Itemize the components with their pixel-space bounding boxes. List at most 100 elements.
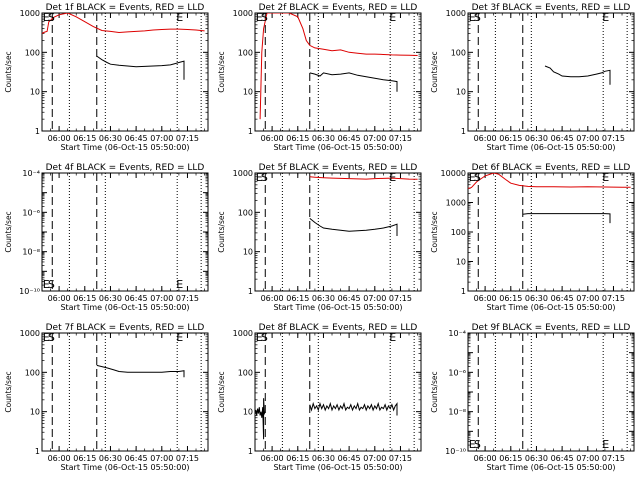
event-marker: E — [469, 438, 476, 451]
event-marker: E — [256, 11, 263, 24]
x-tick-label: 07:00 — [576, 134, 599, 143]
chart-panel-8: Det 8f BLACK = Events, RED = LLD 1 10 100 10… — [217, 323, 422, 472]
chart-title: Det 2f BLACK = Events, RED = LLD — [259, 3, 418, 13]
y-tick-label: 1 — [248, 127, 253, 136]
y-axis-label: Counts/sec — [4, 211, 13, 252]
series-group — [255, 398, 398, 440]
x-axis-label: Start Time (06-Oct-15 05:50:00) — [273, 143, 402, 152]
x-tick-label: 06:00 — [48, 294, 71, 303]
x-tick-label: 06:15 — [73, 294, 96, 303]
x-tick-label: 07:00 — [363, 454, 386, 463]
y-tick-label: 10⁻⁸ — [22, 248, 40, 257]
x-tick-label: 06:45 — [125, 454, 148, 463]
x-tick-label: 06:15 — [73, 454, 96, 463]
series-line-events — [522, 213, 611, 224]
series-line-events — [96, 55, 185, 80]
event-marker: S — [474, 438, 481, 451]
chart-title: Det 5f BLACK = Events, RED = LLD — [259, 163, 418, 173]
chart-panel-6: Det 6f BLACK = Events, RED = LLD 1 10 100 10… — [430, 163, 635, 312]
x-tick-label: 07:15 — [389, 294, 412, 303]
x-tick-label: 06:45 — [551, 454, 574, 463]
event-marker: S — [474, 171, 481, 184]
reference-lines — [477, 173, 628, 291]
x-axis-label: Start Time (06-Oct-15 05:50:00) — [60, 463, 189, 472]
y-axis-label: Counts/sec — [430, 211, 439, 252]
plot-frame — [467, 12, 635, 132]
reference-lines — [51, 333, 202, 451]
event-marker: E — [602, 438, 609, 451]
x-tick-label: 06:30 — [525, 294, 548, 303]
y-tick-label: 10 — [243, 408, 253, 417]
chart-panel-9: Det 9f BLACK = Events, RED = LLD 10⁻¹⁰ 10⁻… — [430, 323, 635, 472]
chart-panel-3: Det 3f BLACK = Events, RED = LLD 1 10 100 10… — [430, 3, 635, 152]
event-marker: E — [43, 278, 50, 291]
plot-frame — [467, 332, 635, 452]
x-tick-label: 06:30 — [312, 134, 335, 143]
event-marker: S — [48, 11, 55, 24]
x-tick-label: 07:15 — [602, 454, 625, 463]
series-group — [42, 13, 205, 80]
y-tick-label: 100 — [25, 368, 40, 377]
reference-lines — [477, 333, 628, 451]
y-tick-label: 100 — [238, 48, 253, 57]
y-tick-label: 10⁻⁸ — [448, 408, 466, 417]
y-tick-label: 1000 — [446, 9, 466, 18]
x-tick-label: 06:45 — [338, 454, 361, 463]
event-marker: S — [48, 278, 55, 291]
y-axis-label: Counts/sec — [430, 371, 439, 412]
y-tick-label: 10 — [30, 408, 40, 417]
series-line-events — [309, 218, 398, 236]
event-marker: S — [474, 11, 481, 24]
chart-panel-7: Det 7f BLACK = Events, RED = LLD 1 10 100 10… — [4, 323, 209, 472]
x-tick-label: 06:45 — [551, 134, 574, 143]
series-group — [309, 176, 418, 236]
x-tick-label: 06:30 — [99, 454, 122, 463]
y-tick-label: 10 — [456, 88, 466, 97]
y-axis-label: Counts/sec — [217, 51, 226, 92]
event-marker: E — [176, 278, 183, 291]
x-tick-label: 07:15 — [602, 294, 625, 303]
series-line-events — [309, 72, 398, 92]
x-tick-label: 06:00 — [474, 454, 497, 463]
x-tick-label: 07:00 — [363, 134, 386, 143]
x-tick-label: 06:15 — [286, 454, 309, 463]
y-axis-label: Counts/sec — [217, 371, 226, 412]
reference-lines — [477, 13, 628, 131]
chart-title: Det 6f BLACK = Events, RED = LLD — [472, 163, 631, 173]
series-group — [96, 364, 185, 378]
x-axis-label: Start Time (06-Oct-15 05:50:00) — [486, 143, 615, 152]
chart-title: Det 4f BLACK = Events, RED = LLD — [46, 163, 205, 173]
plot-frame — [254, 332, 422, 452]
chart-panel-2: Det 2f BLACK = Events, RED = LLD 1 10 100 10… — [217, 3, 422, 152]
event-marker: S — [261, 171, 268, 184]
x-tick-label: 06:00 — [261, 134, 284, 143]
x-tick-label: 06:00 — [474, 134, 497, 143]
event-marker: E — [176, 331, 183, 344]
x-tick-label: 06:00 — [474, 294, 497, 303]
y-tick-label: 100 — [451, 228, 466, 237]
y-tick-label: 10 — [243, 248, 253, 257]
y-tick-label: 100 — [25, 48, 40, 57]
x-tick-label: 07:00 — [576, 454, 599, 463]
x-tick-label: 06:00 — [261, 454, 284, 463]
x-axis-label: Start Time (06-Oct-15 05:50:00) — [60, 143, 189, 152]
x-tick-label: 07:00 — [363, 294, 386, 303]
y-tick-label: 10 — [456, 258, 466, 267]
chart-panel-4: Det 4f BLACK = Events, RED = LLD 10⁻¹⁰ 10⁻… — [4, 163, 209, 312]
x-tick-label: 06:30 — [312, 294, 335, 303]
chart-title: Det 1f BLACK = Events, RED = LLD — [46, 3, 205, 13]
chart-title: Det 3f BLACK = Events, RED = LLD — [472, 3, 631, 13]
x-tick-label: 06:15 — [499, 454, 522, 463]
y-tick-label: 1000 — [233, 9, 253, 18]
reference-lines — [51, 173, 202, 291]
x-tick-label: 07:00 — [150, 294, 173, 303]
series-line-events — [544, 65, 611, 85]
y-tick-label: 100 — [238, 208, 253, 217]
y-axis-label: Counts/sec — [217, 211, 226, 252]
x-tick-label: 06:15 — [286, 294, 309, 303]
plot-frame — [41, 12, 209, 132]
x-axis-label: Start Time (06-Oct-15 05:50:00) — [273, 303, 402, 312]
series-group — [259, 13, 418, 120]
y-tick-label: 1000 — [233, 329, 253, 338]
